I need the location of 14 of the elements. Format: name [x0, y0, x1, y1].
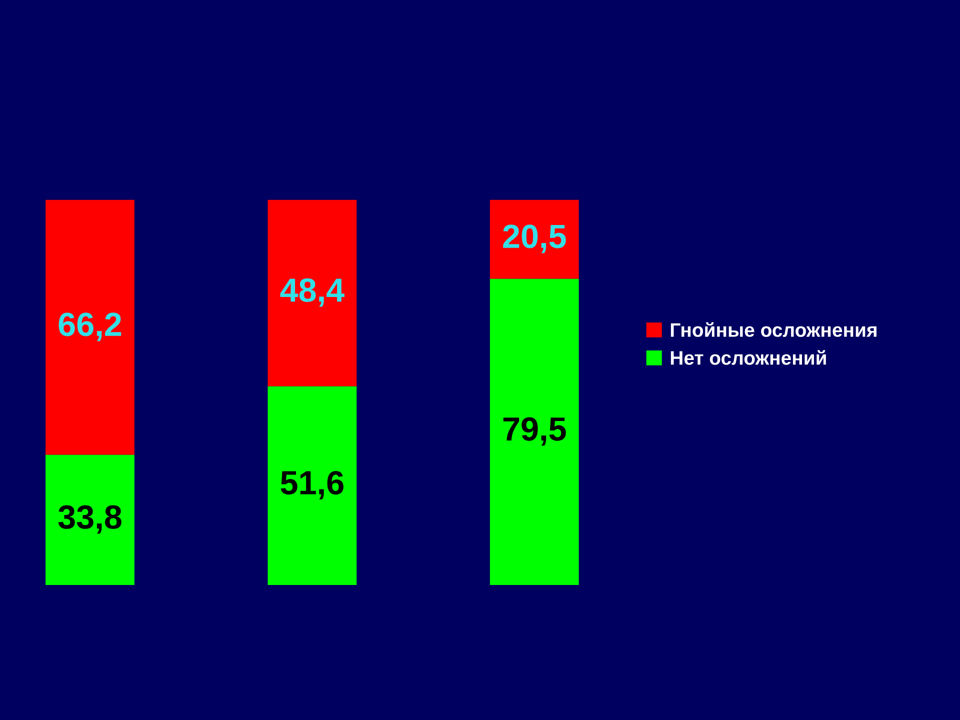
- bar: [46, 200, 134, 455]
- data-label: 51,6: [280, 470, 344, 500]
- data-label: 20,5: [503, 224, 566, 254]
- bar: [268, 386, 357, 585]
- bar: [490, 200, 579, 279]
- bar: [46, 454, 134, 585]
- data-label: 48,4: [280, 278, 344, 307]
- legend-label: Гнойные осложнения: [670, 322, 876, 337]
- legend-label: Нет осложнений: [670, 350, 826, 365]
- data-label: 79,5: [503, 417, 566, 446]
- data-label: 33,8: [58, 505, 122, 534]
- bar: [268, 200, 357, 386]
- data-label: 66,2: [58, 312, 122, 342]
- bar: [490, 278, 579, 585]
